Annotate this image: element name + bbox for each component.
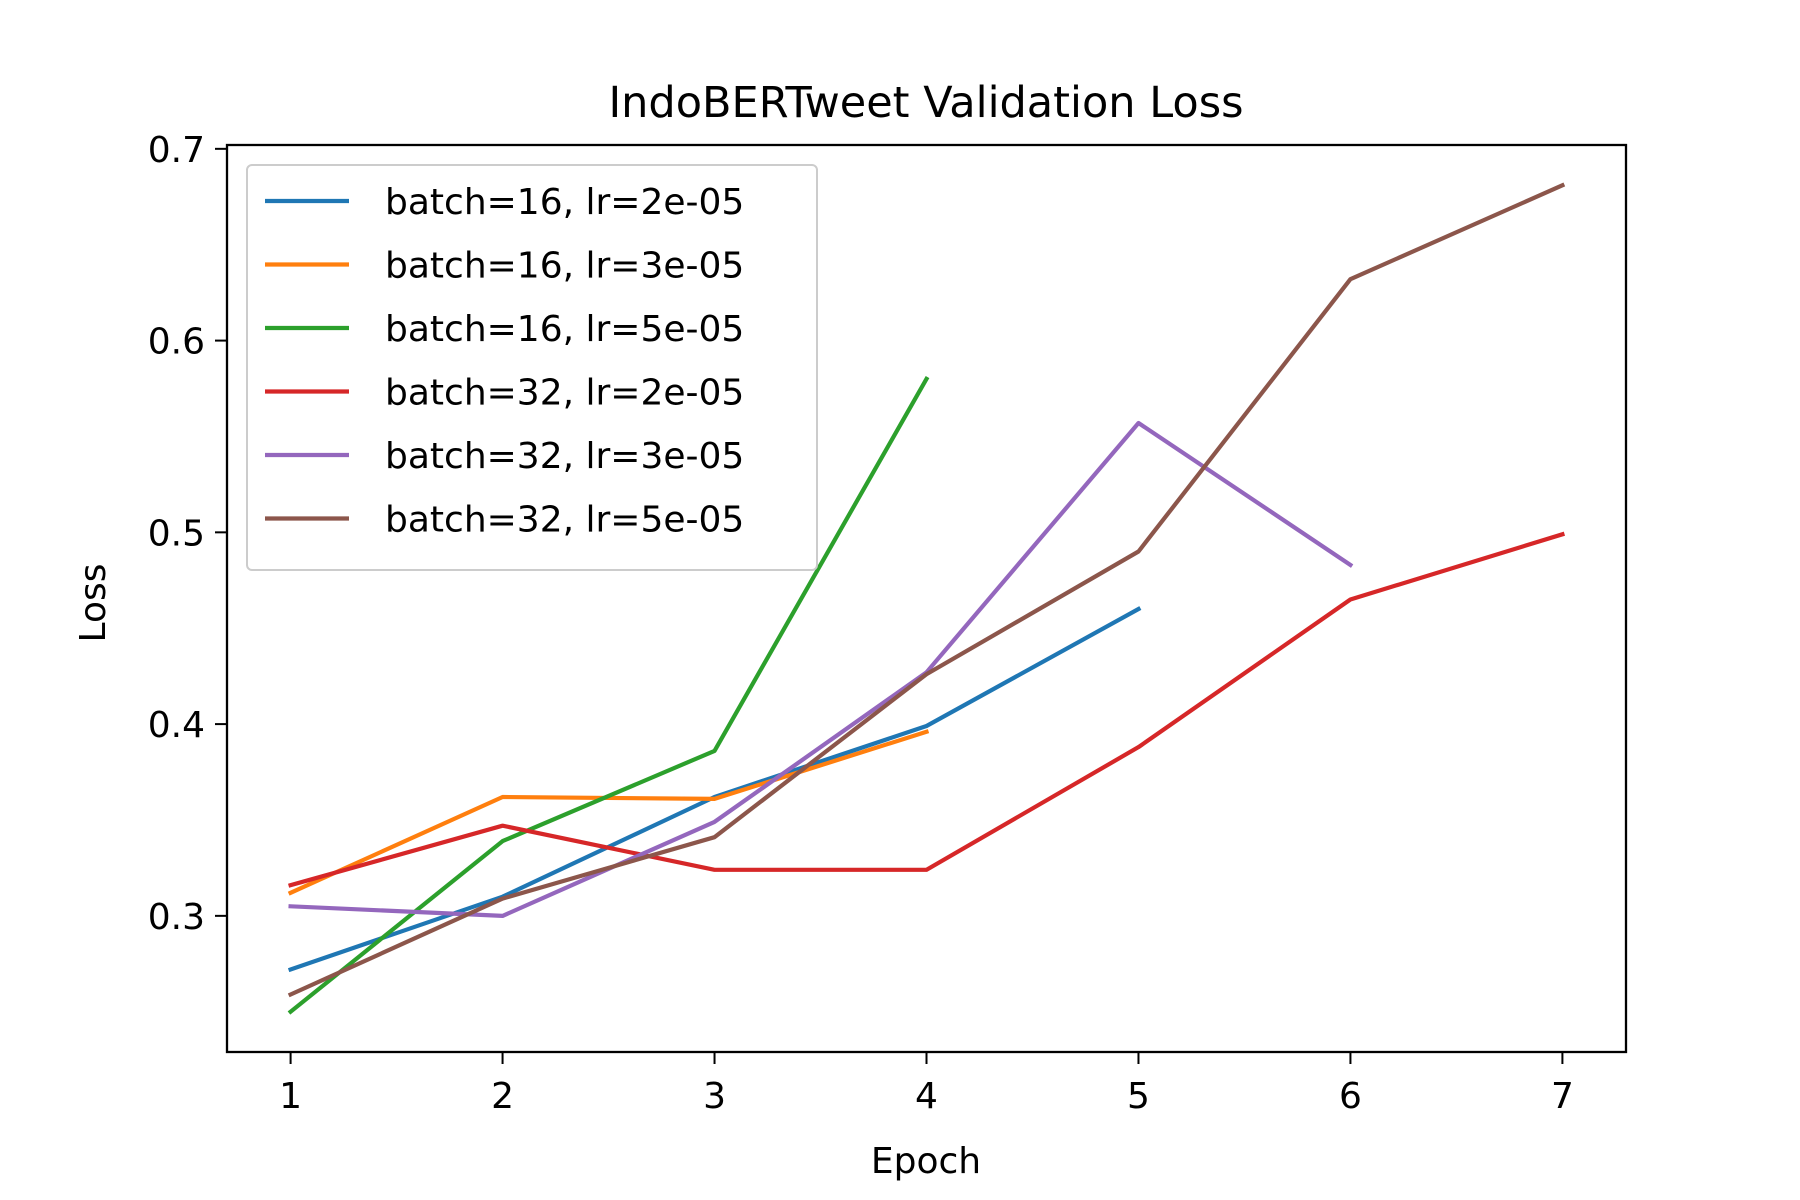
y-tick-label: 0.6	[148, 322, 205, 363]
x-tick-label: 2	[491, 1076, 514, 1117]
x-tick-label: 4	[915, 1076, 938, 1117]
y-tick-label: 0.4	[148, 705, 205, 746]
legend-label: batch=16, lr=5e-05	[385, 309, 744, 350]
legend: batch=16, lr=2e-05 batch=16, lr=3e-05 batc…	[246, 164, 818, 571]
legend-item: batch=16, lr=3e-05	[265, 246, 744, 287]
y-tick-label: 0.7	[148, 130, 205, 171]
legend-label: batch=32, lr=5e-05	[385, 500, 744, 541]
y-tick-label: 0.5	[148, 513, 205, 554]
legend-item: batch=16, lr=5e-05	[265, 309, 744, 350]
legend-label: batch=32, lr=3e-05	[385, 436, 744, 477]
x-tick-label: 7	[1551, 1076, 1574, 1117]
x-axis: 1 2 3 4 5 6 7	[279, 1052, 1574, 1117]
legend-item: batch=32, lr=5e-05	[265, 500, 744, 541]
legend-label: batch=16, lr=2e-05	[385, 182, 744, 223]
series-layer	[287, 182, 1566, 1015]
legend-item: batch=32, lr=3e-05	[265, 436, 744, 477]
x-axis-label: Epoch	[871, 1141, 981, 1182]
legend-label: batch=16, lr=3e-05	[385, 246, 744, 287]
legend-item: batch=16, lr=2e-05	[265, 182, 744, 223]
x-tick-label: 6	[1339, 1076, 1362, 1117]
y-axis-label: Loss	[73, 564, 114, 643]
legend-label: batch=32, lr=2e-05	[385, 373, 744, 414]
series-line-4	[288, 531, 1566, 888]
legend-box	[246, 164, 818, 571]
series-line-3	[287, 376, 930, 1015]
chart-title: IndoBERTweet Validation Loss	[608, 78, 1243, 128]
x-tick-label: 3	[703, 1076, 726, 1117]
series-line-1	[287, 606, 1142, 973]
x-tick-label: 1	[279, 1076, 302, 1117]
legend-item: batch=32, lr=2e-05	[265, 373, 744, 414]
y-tick-label: 0.3	[148, 897, 205, 938]
x-tick-label: 5	[1127, 1076, 1150, 1117]
series-line-6	[287, 182, 1566, 998]
y-axis: 0.3 0.4 0.5 0.6 0.7	[148, 130, 227, 938]
